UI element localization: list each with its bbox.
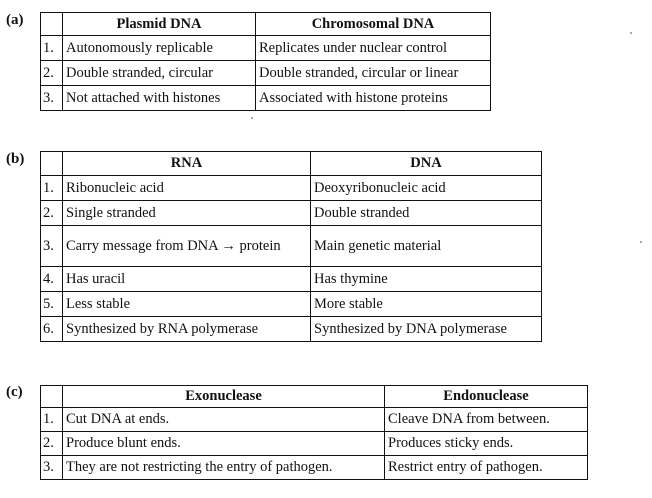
- header-row: Exonuclease Endonuclease: [40, 385, 588, 408]
- table-row: 3. Carry message from DNA → protein Main…: [40, 225, 542, 267]
- header-cell-endonuclease: Endonuclease: [384, 385, 588, 408]
- row-number: 5.: [40, 291, 63, 317]
- table-exonuclease-vs-endonuclease: Exonuclease Endonuclease 1. Cut DNA at e…: [40, 385, 588, 480]
- table-row: 3. Not attached with histones Associated…: [40, 85, 491, 111]
- header-cell-chromosomal: Chromosomal DNA: [255, 12, 491, 36]
- table-row: 4. Has uracil Has thymine: [40, 266, 542, 292]
- row-number: 1.: [40, 407, 63, 432]
- row-number: 4.: [40, 266, 63, 292]
- row-number: 2.: [40, 431, 63, 456]
- table-cell: Has thymine: [310, 266, 542, 292]
- table-row: 1. Cut DNA at ends. Cleave DNA from betw…: [40, 407, 588, 432]
- row-number: 1.: [40, 35, 63, 61]
- header-cell-plasmid: Plasmid DNA: [62, 12, 256, 36]
- table-cell: Less stable: [62, 291, 311, 317]
- table-cell: Synthesized by RNA polymerase: [62, 316, 311, 342]
- row-number: 6.: [40, 316, 63, 342]
- table-cell: Has uracil: [62, 266, 311, 292]
- table-row: 1. Ribonucleic acid Deoxyribonucleic aci…: [40, 175, 542, 201]
- table-cell: Deoxyribonucleic acid: [310, 175, 542, 201]
- row-number: 2.: [40, 200, 63, 226]
- table-rna-vs-dna: RNA DNA 1. Ribonucleic acid Deoxyribonuc…: [40, 151, 542, 342]
- scan-speck: [251, 117, 253, 119]
- section-label-b: (b): [6, 151, 25, 167]
- scan-speck: [630, 32, 632, 34]
- table-cell: Double stranded, circular or linear: [255, 60, 491, 86]
- header-cell-exonuclease: Exonuclease: [62, 385, 385, 408]
- row-number: 1.: [40, 175, 63, 201]
- header-cell-dna: DNA: [310, 151, 542, 176]
- table-cell: They are not restricting the entry of pa…: [62, 455, 385, 480]
- table-cell: Carry message from DNA → protein: [62, 225, 311, 267]
- table-cell: More stable: [310, 291, 542, 317]
- table-cell: Replicates under nuclear control: [255, 35, 491, 61]
- table-row: 2. Double stranded, circular Double stra…: [40, 60, 491, 86]
- table-cell: Produces sticky ends.: [384, 431, 588, 456]
- table-cell: Cleave DNA from between.: [384, 407, 588, 432]
- table-row: 5. Less stable More stable: [40, 291, 542, 317]
- table-cell: Autonomously replicable: [62, 35, 256, 61]
- header-cell-rna: RNA: [62, 151, 311, 176]
- table-cell: Single stranded: [62, 200, 311, 226]
- table-cell: Synthesized by DNA polymerase: [310, 316, 542, 342]
- header-row: RNA DNA: [40, 151, 542, 176]
- table-cell: Not attached with histones: [62, 85, 256, 111]
- table-row: 2. Single stranded Double stranded: [40, 200, 542, 226]
- table-cell: Main genetic material: [310, 225, 542, 267]
- table-cell: Double stranded, circular: [62, 60, 256, 86]
- table-cell: Double stranded: [310, 200, 542, 226]
- row-number: 3.: [40, 455, 63, 480]
- table-plasmid-vs-chromosomal: Plasmid DNA Chromosomal DNA 1. Autonomou…: [40, 12, 491, 111]
- row-number: 2.: [40, 60, 63, 86]
- section-label-a: (a): [6, 12, 24, 28]
- table-row: 2. Produce blunt ends. Produces sticky e…: [40, 431, 588, 456]
- header-cell-index: [40, 12, 63, 36]
- table-row: 1. Autonomously replicable Replicates un…: [40, 35, 491, 61]
- table-cell: Cut DNA at ends.: [62, 407, 385, 432]
- header-cell-index: [40, 151, 63, 176]
- table-cell: Produce blunt ends.: [62, 431, 385, 456]
- section-label-c: (c): [6, 384, 23, 400]
- header-cell-index: [40, 385, 63, 408]
- row-number: 3.: [40, 225, 63, 267]
- table-cell: Associated with histone proteins: [255, 85, 491, 111]
- table-cell: Ribonucleic acid: [62, 175, 311, 201]
- scan-speck: [640, 241, 642, 243]
- table-row: 6. Synthesized by RNA polymerase Synthes…: [40, 316, 542, 342]
- table-cell: Restrict entry of pathogen.: [384, 455, 588, 480]
- header-row: Plasmid DNA Chromosomal DNA: [40, 12, 491, 36]
- table-row: 3. They are not restricting the entry of…: [40, 455, 588, 480]
- row-number: 3.: [40, 85, 63, 111]
